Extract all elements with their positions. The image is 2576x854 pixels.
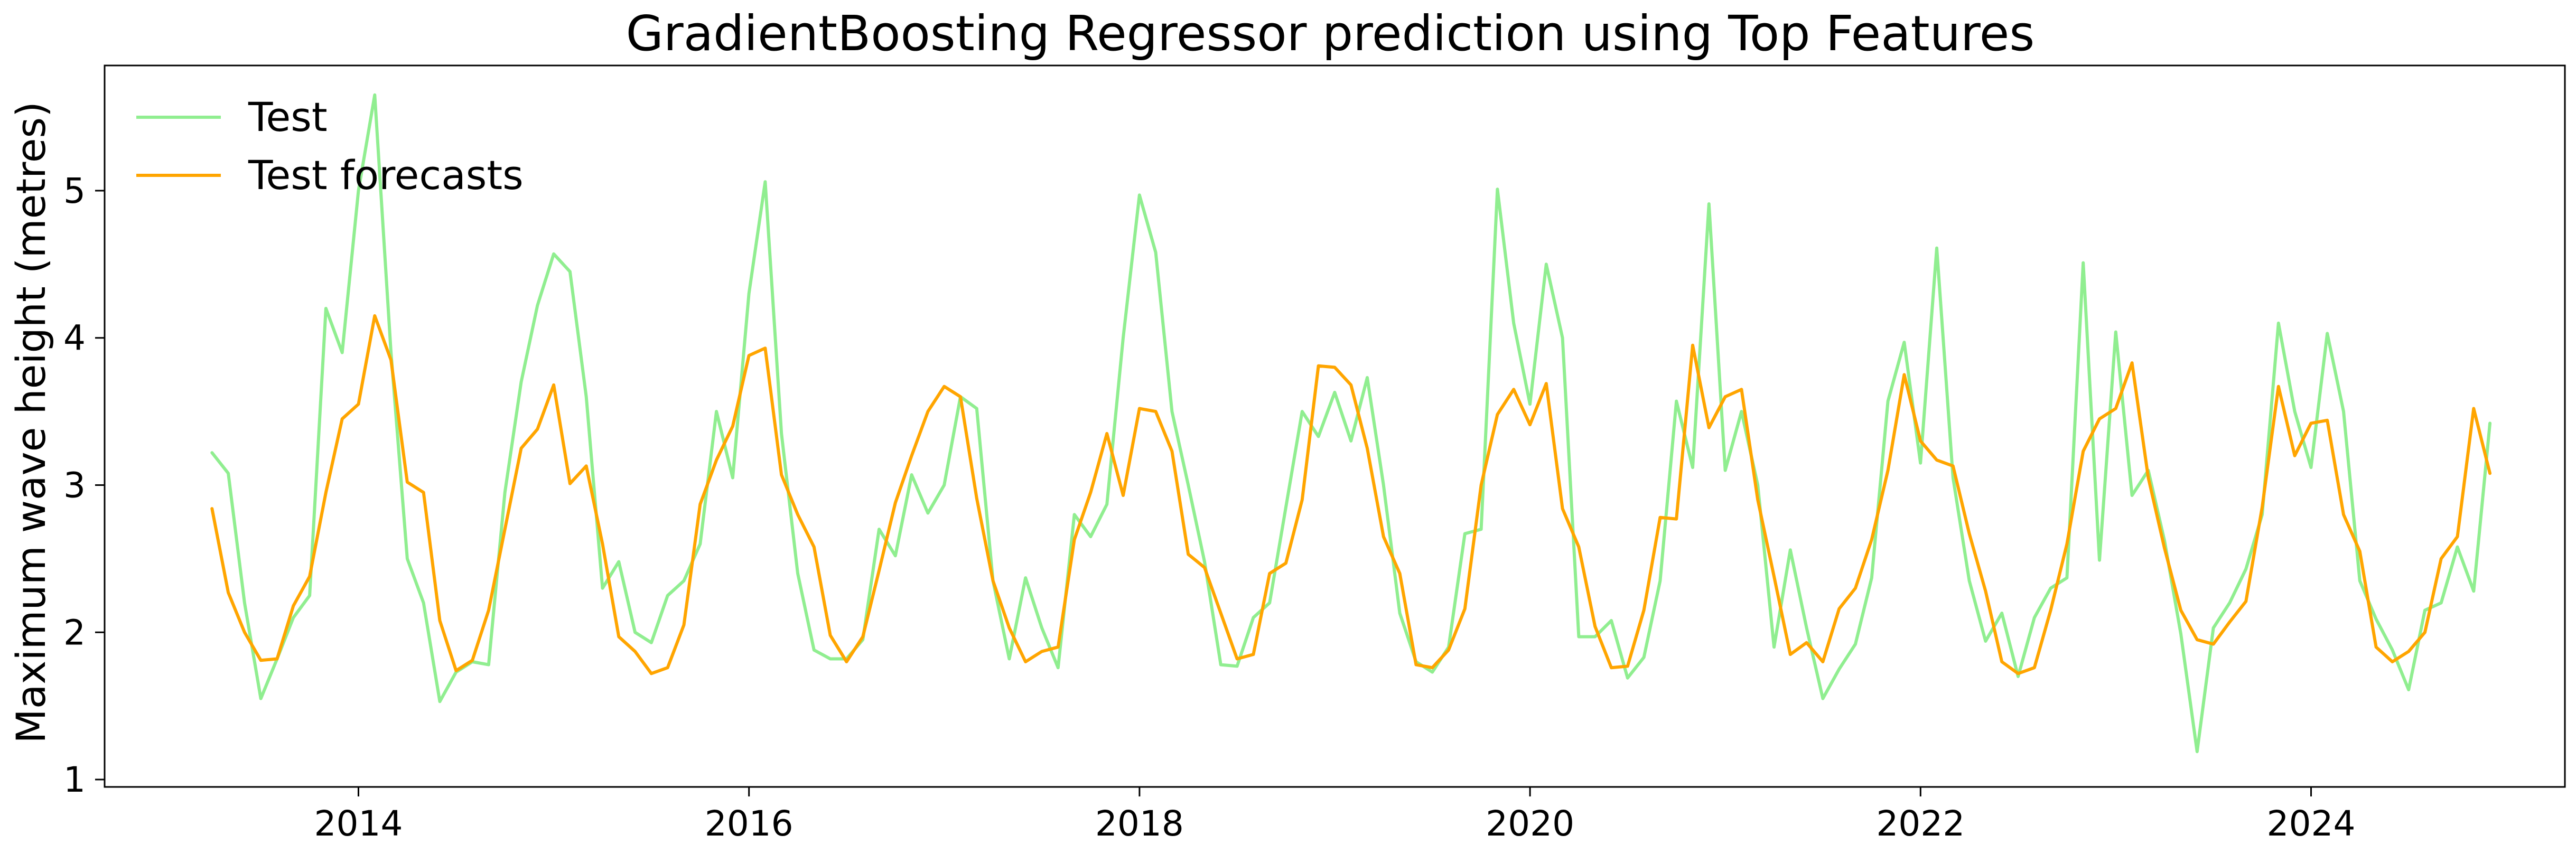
chart-title: GradientBoosting Regressor prediction us… — [626, 5, 2035, 62]
y-axis-title: Maximum wave height (metres) — [7, 101, 54, 743]
x-tick-label: 2014 — [314, 803, 403, 844]
x-tick-label: 2022 — [1876, 803, 1965, 844]
y-tick-label: 2 — [63, 612, 86, 653]
y-tick-label: 5 — [63, 171, 86, 211]
x-tick-label: 2016 — [705, 803, 794, 844]
series-line-1 — [210, 314, 2492, 675]
x-tick-label: 2018 — [1095, 803, 1184, 844]
axes-frame — [104, 64, 2566, 788]
x-tick-label: 2024 — [2267, 803, 2356, 844]
series-line-0 — [210, 93, 2492, 754]
plot-area: 2014 2016 2018 2020 2022 2024 1 2 3 4 5 — [63, 64, 2566, 844]
legend: Test Test forecasts — [136, 93, 524, 199]
y-tick-label: 3 — [63, 465, 86, 506]
y-tick-label: 1 — [63, 759, 86, 800]
y-tick-label: 4 — [63, 318, 86, 359]
x-tick-label: 2020 — [1486, 803, 1574, 844]
legend-label-1: Test forecasts — [248, 152, 524, 199]
legend-label-0: Test — [248, 93, 328, 140]
